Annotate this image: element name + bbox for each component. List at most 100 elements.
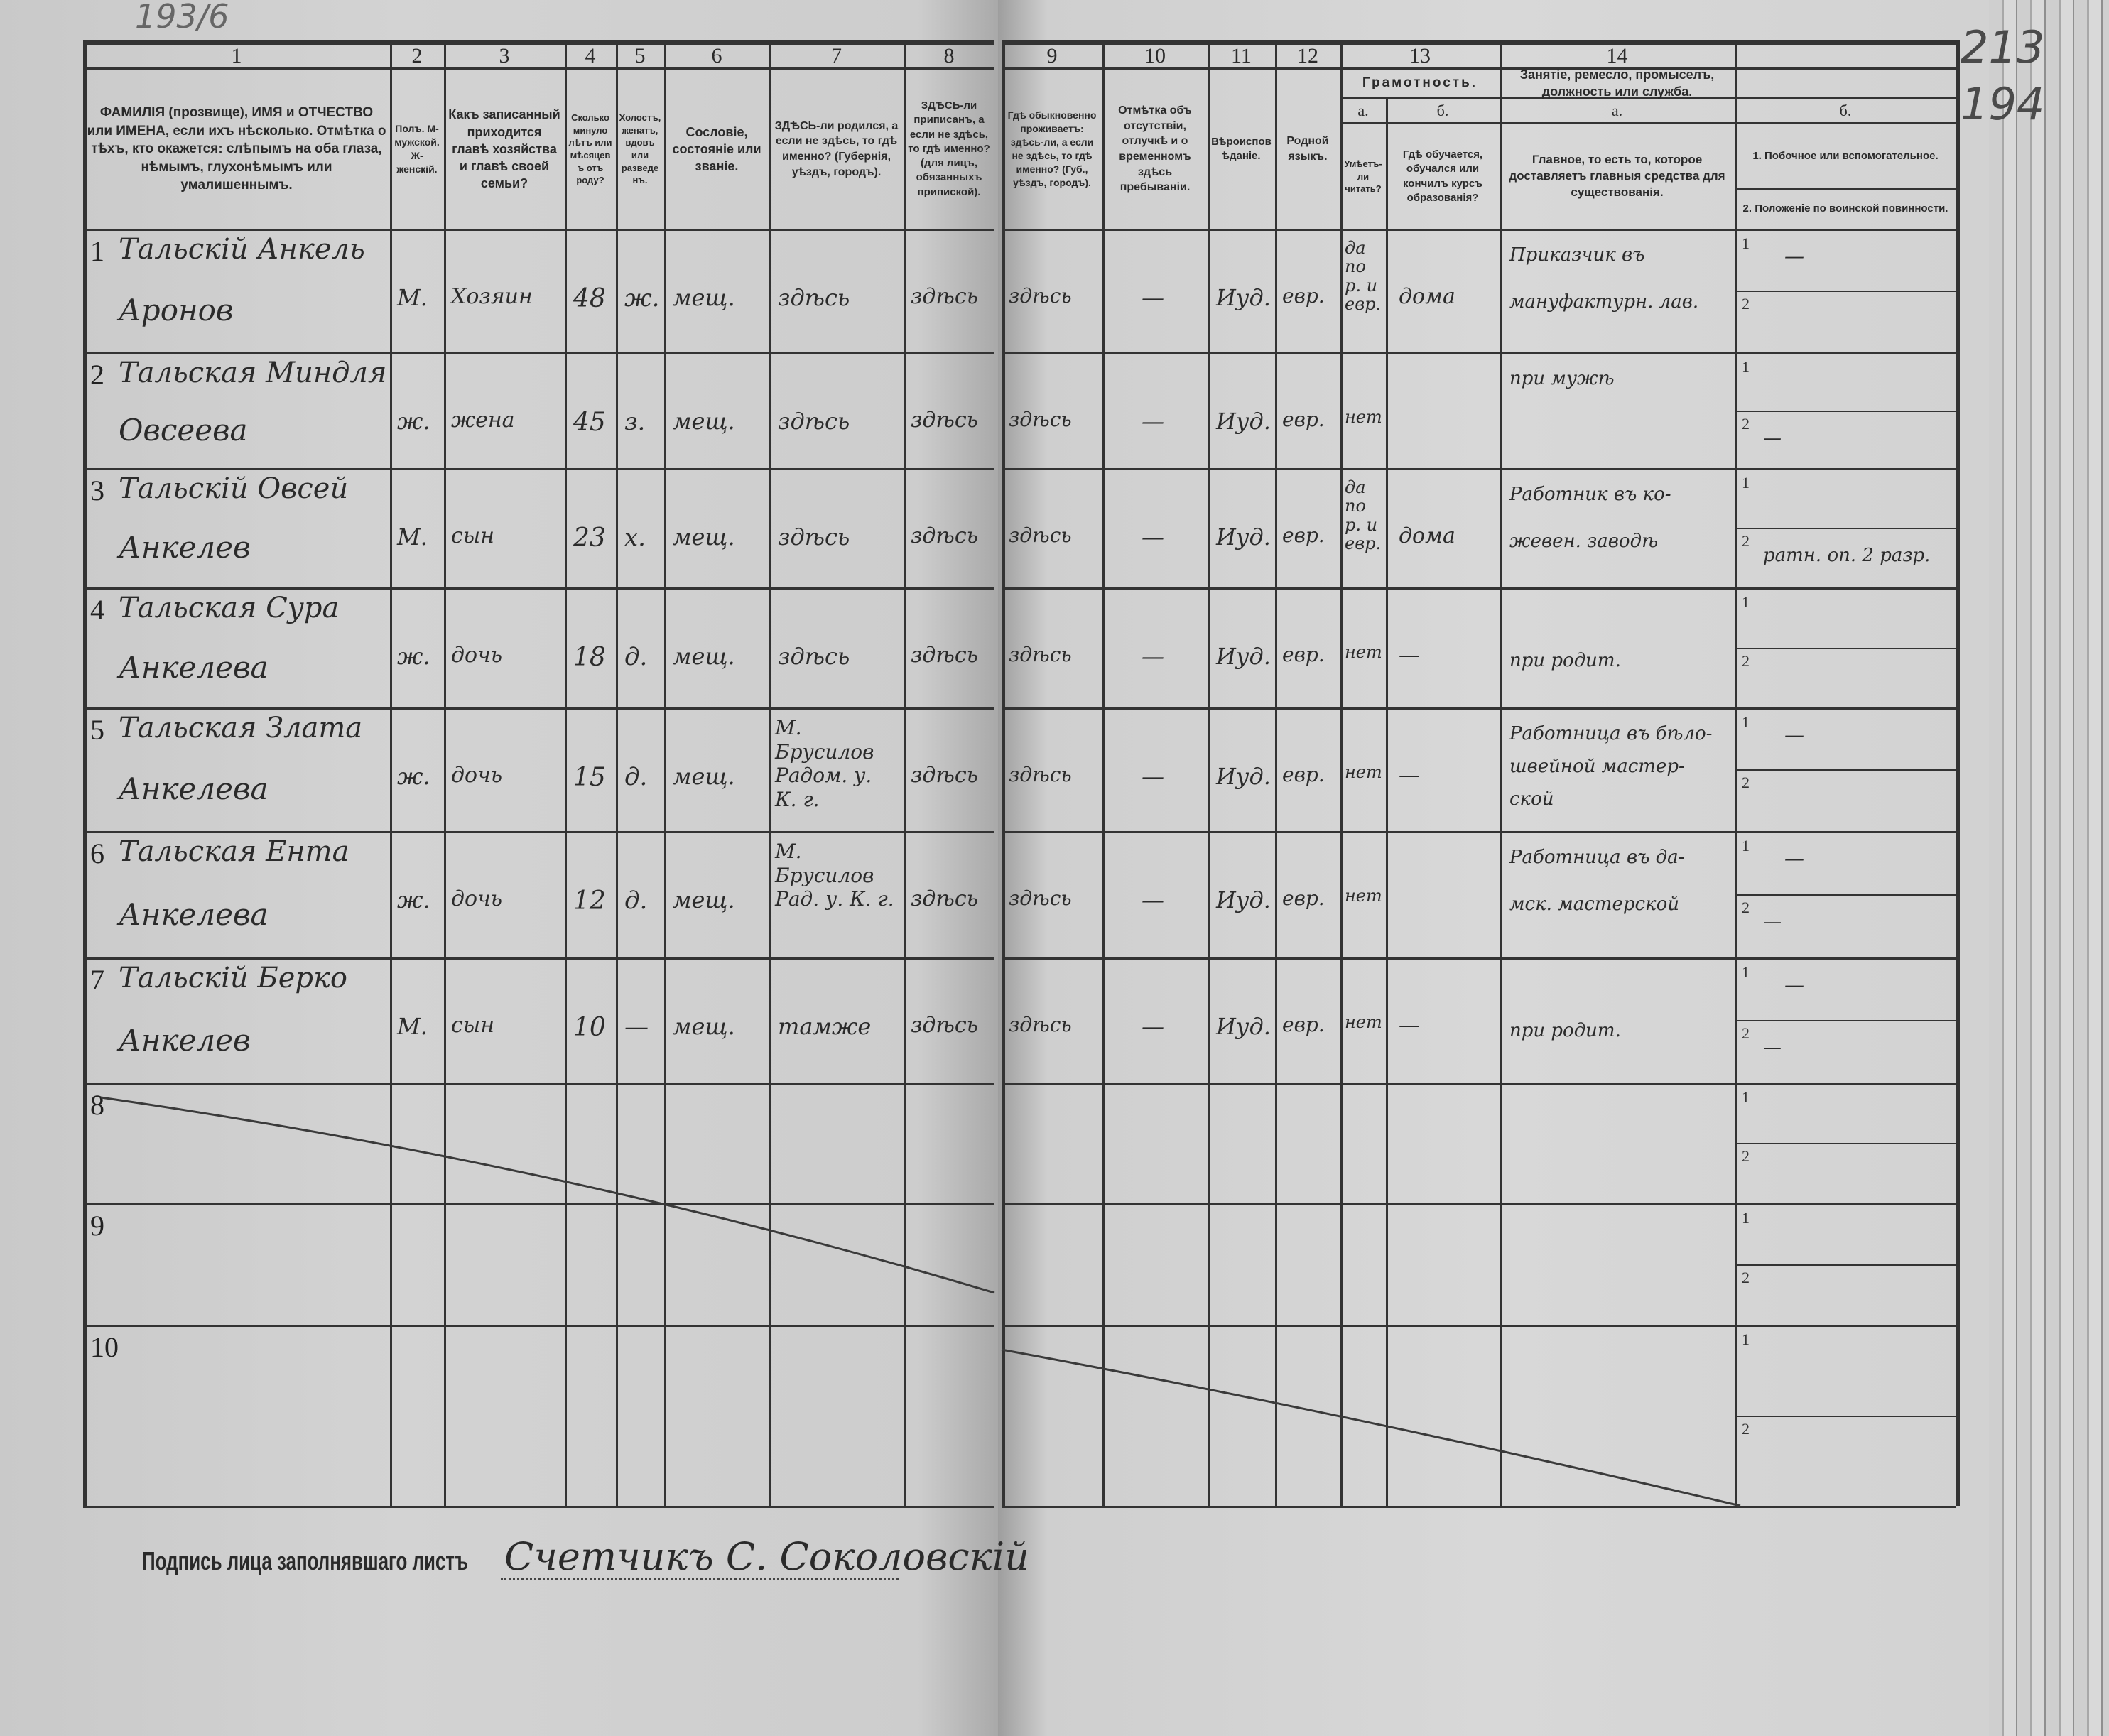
person-name: Тальская Злата xyxy=(119,712,363,744)
column-number: 11 xyxy=(1231,43,1252,67)
religion: Иуд. xyxy=(1216,886,1271,913)
relation: жена xyxy=(451,408,515,433)
row-number: 6 xyxy=(90,837,104,869)
column-header-9: Гдѣ обыкновенно проживаетъ: здѣсь-ли, а … xyxy=(1007,109,1097,188)
row-rule xyxy=(83,1083,994,1085)
marital-status: д. xyxy=(624,763,648,791)
row-rule xyxy=(83,1203,994,1205)
absence: — xyxy=(1142,763,1164,790)
column-number: 14 xyxy=(1606,43,1628,67)
religion: Иуд. xyxy=(1216,408,1271,435)
sex: ж. xyxy=(397,886,430,913)
education: — xyxy=(1399,763,1420,788)
education: дома xyxy=(1399,284,1455,309)
person-name: Тальская Миндля xyxy=(119,357,387,389)
marital-status: д. xyxy=(624,643,648,671)
column-number: 10 xyxy=(1144,43,1166,67)
birthplace: тамже xyxy=(778,1013,872,1040)
row-subrule-14b xyxy=(1735,1415,1956,1417)
row-number: 4 xyxy=(90,594,104,626)
person-name: Тальская Сура xyxy=(119,592,340,624)
sub-number-2: 2 xyxy=(1742,1024,1750,1042)
column-rule xyxy=(83,40,87,1506)
occupation-side: — xyxy=(1784,723,1804,747)
archive-number-top-right-1: 213 xyxy=(1961,21,2045,73)
column-rule xyxy=(769,40,771,1506)
page-stack-edge xyxy=(1989,0,2109,1736)
archive-number-top-left: 193/6 xyxy=(135,0,229,36)
row-rule xyxy=(83,707,994,710)
literacy: нет xyxy=(1345,762,1382,782)
table-top-border xyxy=(83,40,994,45)
column-rule xyxy=(1002,40,1005,1506)
estate: мещ. xyxy=(673,523,735,550)
row-rule xyxy=(1002,352,1956,354)
military-status: ратн. оп. 2 разр. xyxy=(1763,545,1931,566)
residence: здѣсь xyxy=(1009,1013,1072,1036)
person-patronymic: Анкелева xyxy=(119,649,269,685)
birthplace: здѣсь xyxy=(778,408,850,435)
column-number: 4 xyxy=(585,43,596,67)
relation: Хозяин xyxy=(451,284,533,309)
registered: здѣсь xyxy=(911,763,978,788)
column-header-13a-label: а. xyxy=(1357,101,1369,119)
relation: сын xyxy=(451,523,494,548)
residence: здѣсь xyxy=(1009,284,1072,308)
sub-number-1: 1 xyxy=(1742,234,1750,252)
sub-number-2: 2 xyxy=(1742,899,1750,916)
column-rule xyxy=(1386,97,1388,1506)
sex: М. xyxy=(397,284,428,311)
sex: ж. xyxy=(397,643,430,670)
sex: ж. xyxy=(397,763,430,790)
row-subrule-14b xyxy=(1735,1143,1956,1144)
row-number: 5 xyxy=(90,714,104,746)
language: евр. xyxy=(1282,284,1325,308)
row-rule xyxy=(83,352,994,354)
column-rule xyxy=(565,40,567,1506)
occupation-side: — xyxy=(1784,847,1804,870)
column-number: 9 xyxy=(1046,43,1058,67)
occupation-side: — xyxy=(1784,244,1804,268)
column-number: 13 xyxy=(1409,43,1431,67)
person-name: Тальскій Овсей xyxy=(119,472,349,505)
person-patronymic: Анкелев xyxy=(119,530,251,565)
sub-number-1: 1 xyxy=(1742,963,1750,981)
column-header-13b-label: б. xyxy=(1436,101,1449,119)
residence: здѣсь xyxy=(1009,886,1072,910)
language: евр. xyxy=(1282,643,1325,666)
row-rule xyxy=(1002,468,1956,470)
column-header-10: Отмѣтка объ отсутствіи, отлучкѣ и о врем… xyxy=(1118,104,1192,194)
person-patronymic: Овсеева xyxy=(119,412,248,447)
sub-number-1: 1 xyxy=(1742,358,1750,376)
person-name: Тальскій Берко xyxy=(119,962,347,994)
absence: — xyxy=(1142,284,1164,311)
marital-status: з. xyxy=(624,408,646,436)
sub-number-1: 1 xyxy=(1742,1330,1750,1348)
header-rule xyxy=(1002,67,1956,70)
column-header-14b-label: б. xyxy=(1839,101,1852,119)
literacy: нет xyxy=(1345,642,1382,662)
column-rule xyxy=(1208,40,1210,1506)
occupation-line: при родит. xyxy=(1509,1020,1621,1041)
occupation-line: при мужѣ xyxy=(1509,368,1615,389)
column-rule xyxy=(1340,40,1343,1506)
sub-number-2: 2 xyxy=(1742,532,1750,550)
sex: М. xyxy=(397,523,428,550)
person-patronymic: Анкелева xyxy=(119,896,269,932)
sub-number-1: 1 xyxy=(1742,474,1750,492)
military-status: — xyxy=(1763,427,1782,449)
registered: здѣсь xyxy=(911,408,978,433)
column-rule xyxy=(1102,40,1105,1506)
sub-number-2: 2 xyxy=(1742,1147,1750,1165)
sub-number-1: 1 xyxy=(1742,713,1750,731)
sub-number-2: 2 xyxy=(1742,1419,1750,1438)
column-rule xyxy=(1275,40,1277,1506)
column-rule xyxy=(444,40,446,1506)
absence: — xyxy=(1142,886,1164,913)
column-header-5: Холостъ, женатъ, вдовъ или разведенъ. xyxy=(619,112,661,186)
education: дома xyxy=(1399,523,1455,548)
language: евр. xyxy=(1282,523,1325,547)
column-rule xyxy=(904,40,906,1506)
sub-number-2: 2 xyxy=(1742,414,1750,433)
occupation-line: жевен. заводѣ xyxy=(1509,531,1659,552)
